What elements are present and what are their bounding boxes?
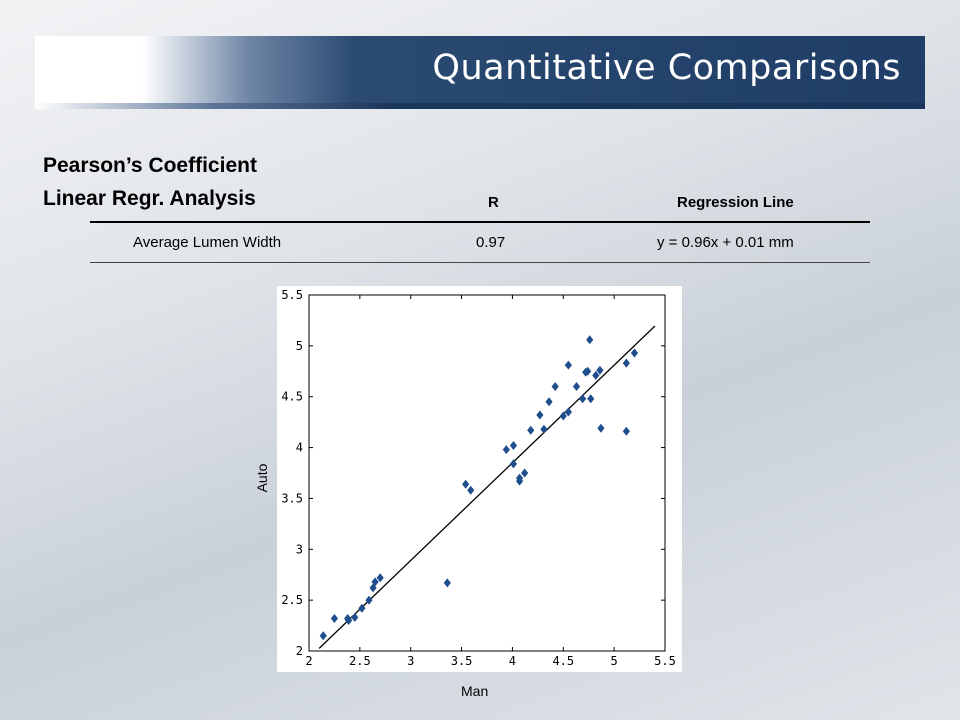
data-point [345,615,353,625]
data-point [545,397,553,407]
y-tick-label: 5 [296,339,303,353]
data-point [358,603,366,613]
y-tick-label: 2.5 [281,593,303,607]
data-point [536,410,544,420]
data-point [540,424,548,434]
data-point [521,468,529,478]
data-point [509,441,518,451]
regression-line [318,325,656,649]
data-point [365,595,373,605]
scatter-plot-svg: 2 2.5 3 3.5 4 4.5 5 5.5 2 2.5 3 3.5 4 4.5 5 5.5 [281,288,676,668]
data-point [596,365,604,375]
x-tick-label: 4 [509,654,516,668]
y-tick-label: 5.5 [281,288,303,302]
slide-title: Quantitative Comparisons [432,48,901,88]
x-tick-label: 5.5 [654,654,676,668]
heading-pearson: Pearson’s Coefficient [43,154,257,177]
column-header-regression-line: Regression Line [677,194,794,211]
data-point [551,382,559,392]
data-point [351,612,359,622]
data-point [515,476,524,486]
y-tick-label: 4.5 [281,390,303,404]
data-point [564,360,572,370]
data-point [527,425,535,435]
data-point [630,348,639,358]
x-tick-label: 4.5 [552,654,574,668]
table-bottom-rule [90,262,870,263]
y-tick-label: 4 [296,441,303,455]
data-point [462,479,470,489]
data-point [319,631,327,641]
data-point [330,613,339,623]
data-point [584,366,592,376]
data-point [443,578,451,588]
data-point [572,382,581,392]
data-point [597,423,605,433]
data-point [376,573,384,583]
x-tick-label: 5 [611,654,618,668]
x-tick-label: 2 [305,654,312,668]
x-tick-label: 3.5 [451,654,473,668]
data-point [579,394,587,404]
data-point [502,445,510,455]
y-tick-label: 3.5 [281,491,303,505]
data-point [586,335,594,345]
y-tick-label: 3 [296,542,303,556]
row-r-value: 0.97 [476,234,506,251]
data-point [509,459,518,469]
row-regression-line: y = 0.96x + 0.01 mm [657,234,794,251]
y-tick-label: 2 [296,644,303,658]
x-tick-label: 3 [407,654,414,668]
plot-frame [308,294,666,652]
title-bar: Quantitative Comparisons [35,36,925,109]
data-point [564,407,572,417]
data-point [559,411,567,421]
data-point [622,358,630,368]
scatter-chart: 2 2.5 3 3.5 4 4.5 5 5.5 2 2.5 3 3.5 4 4.5 5 5.5 [277,286,682,672]
data-point [587,394,595,404]
data-point [622,426,630,436]
heading-linear-regression: Linear Regr. Analysis [43,187,256,210]
column-header-r: R [488,194,499,211]
row-label: Average Lumen Width [133,234,282,251]
data-point [467,485,475,495]
table-top-rule [90,221,870,223]
x-axis-title: Man [461,683,489,699]
x-tick-label: 2.5 [349,654,371,668]
data-point [592,370,600,380]
y-axis-title: Auto [254,463,270,493]
title-bar-underline [35,103,925,109]
